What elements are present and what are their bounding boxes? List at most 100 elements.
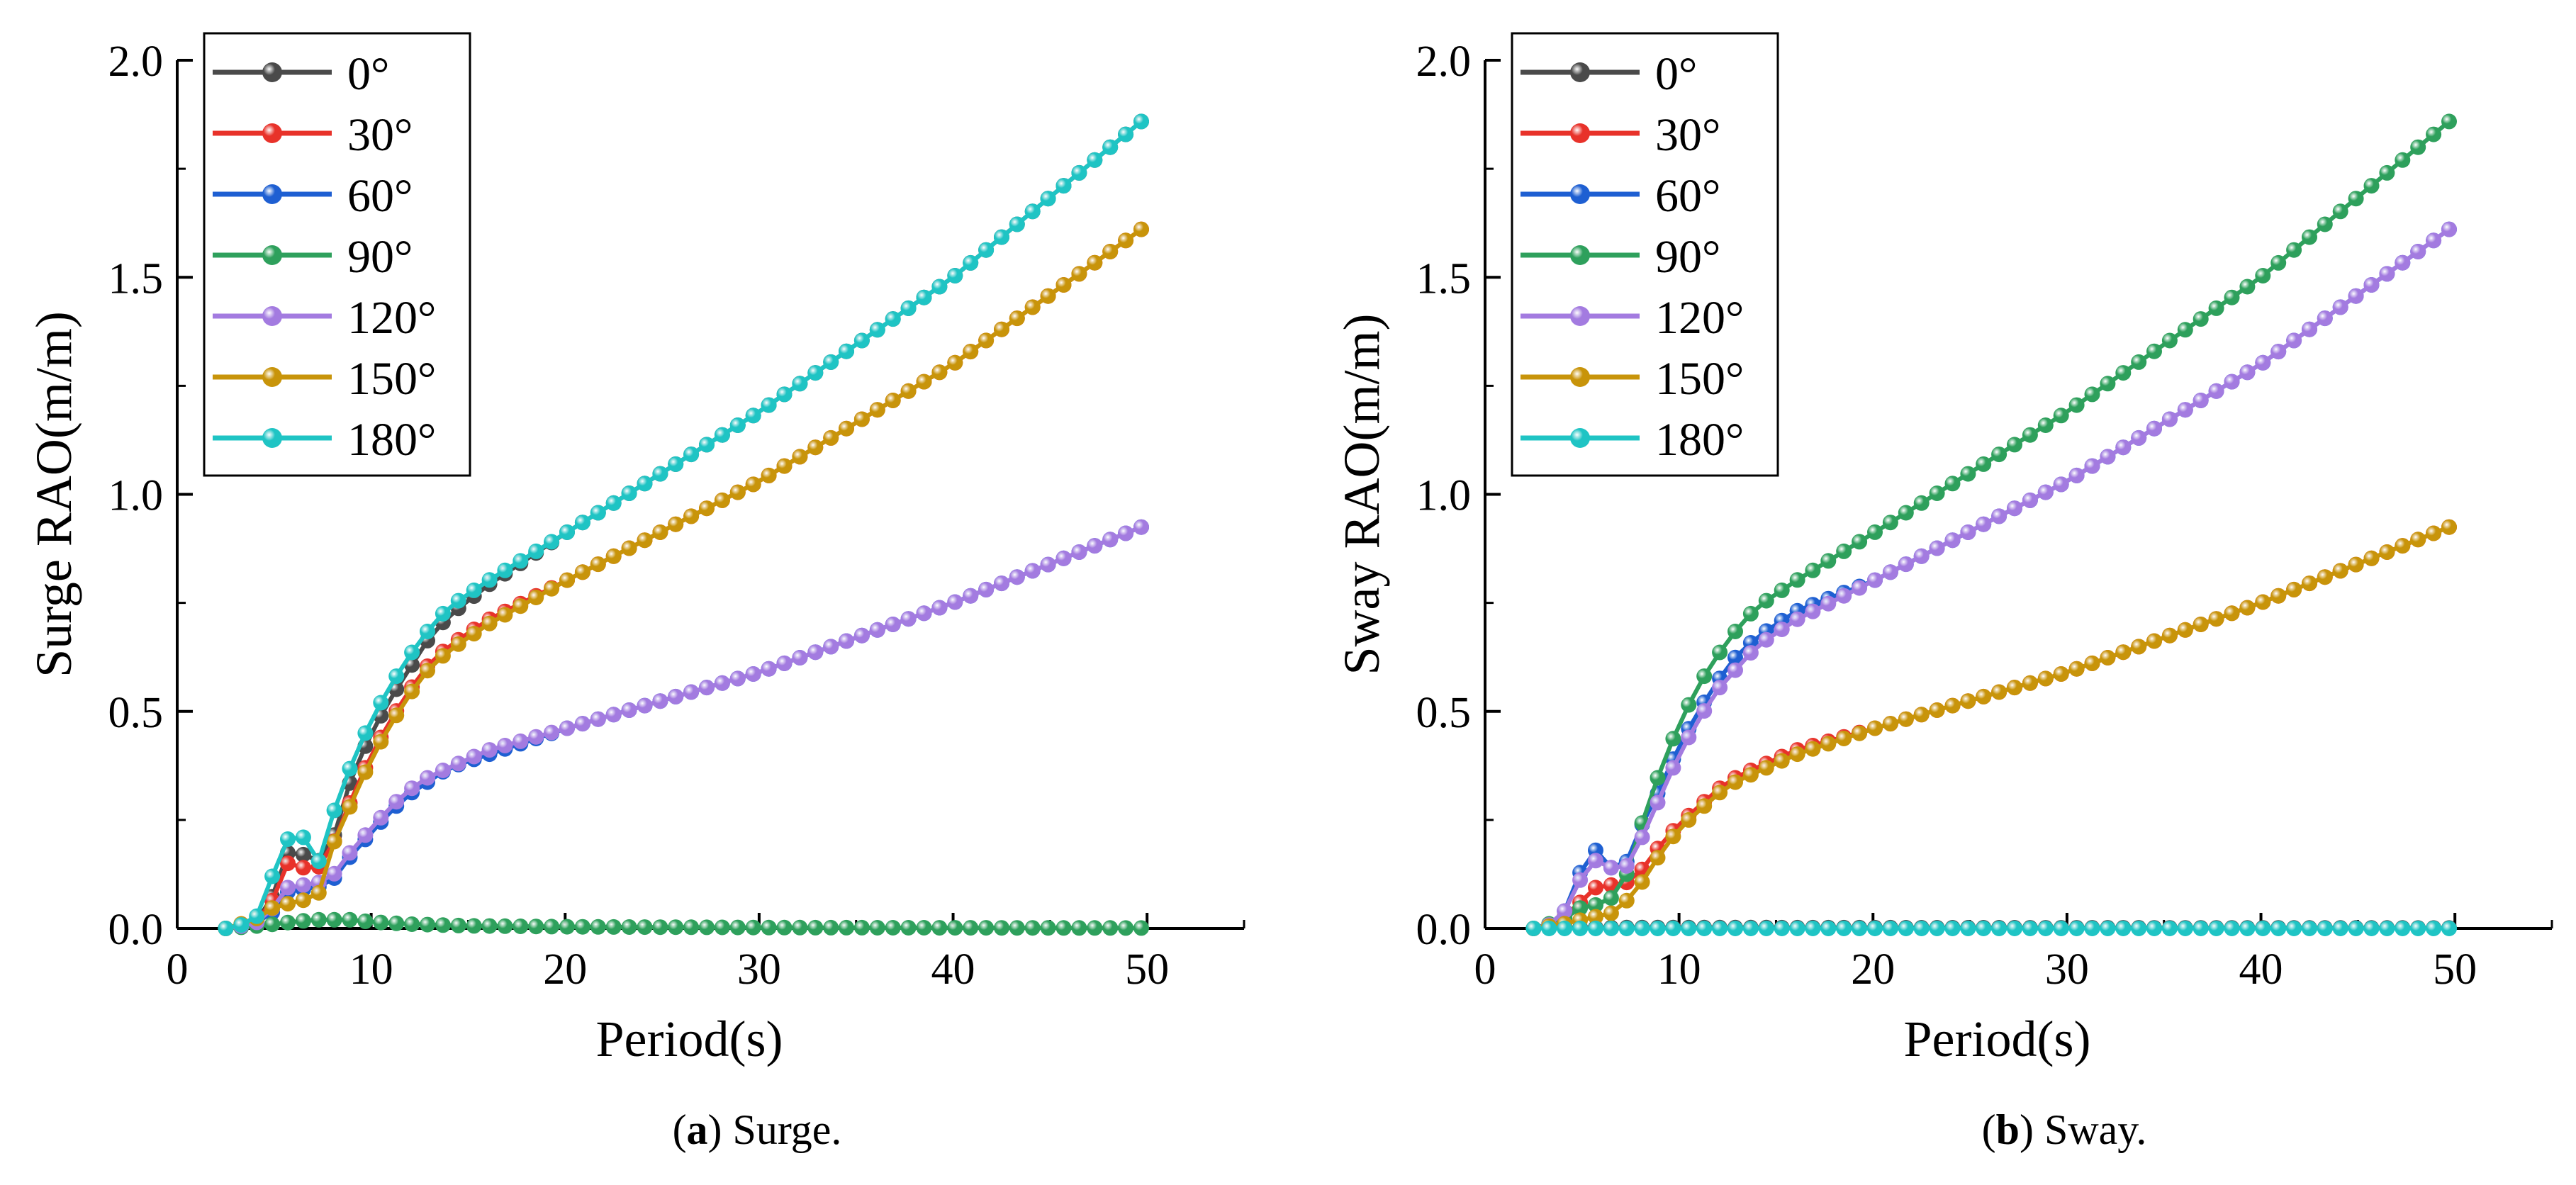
data-point — [280, 896, 296, 912]
data-point — [1789, 921, 1805, 936]
data-point — [1805, 562, 1821, 578]
data-point — [1805, 921, 1821, 936]
data-point — [2208, 383, 2224, 399]
data-point — [2053, 666, 2069, 682]
data-point — [2426, 921, 2442, 936]
data-point — [931, 364, 948, 381]
data-point — [1588, 897, 1603, 913]
data-point — [590, 711, 606, 727]
data-point — [2161, 332, 2178, 349]
data-point — [2239, 364, 2256, 381]
data-point — [310, 884, 327, 901]
data-point — [853, 919, 870, 936]
data-point — [1681, 697, 1697, 713]
data-point — [1820, 595, 1837, 612]
data-point — [683, 447, 700, 463]
data-point — [2410, 921, 2426, 936]
data-point — [2363, 178, 2380, 194]
data-point — [2302, 921, 2317, 936]
y-tick-label: 1.5 — [1416, 254, 1472, 303]
data-point — [776, 655, 793, 671]
legend-label: 120° — [1655, 292, 1744, 344]
data-point — [373, 695, 389, 711]
data-point — [1758, 760, 1774, 776]
data-point — [559, 524, 575, 540]
data-point — [745, 666, 761, 682]
legend-label: 60° — [347, 170, 413, 222]
data-point — [1712, 921, 1728, 936]
data-point — [1836, 588, 1852, 604]
data-point — [1618, 858, 1635, 874]
data-point — [1040, 288, 1056, 304]
data-point — [2441, 921, 2457, 936]
data-point — [1087, 152, 1103, 168]
data-point — [2224, 921, 2240, 936]
series-120deg — [1525, 221, 2457, 936]
data-point — [513, 919, 529, 934]
data-point — [2084, 921, 2100, 936]
data-point — [218, 921, 234, 936]
data-point — [2379, 921, 2395, 936]
data-point — [2441, 519, 2457, 535]
data-point — [420, 916, 435, 933]
data-point — [1009, 569, 1025, 585]
data-point — [2037, 417, 2054, 433]
data-point — [994, 920, 1009, 936]
data-point — [1929, 485, 1945, 501]
data-point — [1603, 890, 1619, 906]
x-tick-label: 10 — [349, 945, 393, 994]
data-point — [450, 917, 466, 933]
data-point — [280, 914, 296, 931]
data-point — [900, 383, 917, 399]
chart-surge: 0 10 20 30 40 50 0.0 0.5 1.0 1.5 2.0 Period(s) Surge… — [26, 32, 1245, 1067]
data-point — [1758, 631, 1774, 648]
data-point — [2441, 221, 2457, 237]
data-point — [2332, 563, 2348, 579]
data-point — [388, 915, 405, 931]
data-point — [2395, 152, 2411, 168]
data-point — [2100, 650, 2116, 665]
data-point — [2332, 921, 2348, 936]
data-point — [668, 688, 684, 704]
legend-marker — [1570, 367, 1590, 387]
data-point — [1836, 543, 1852, 559]
data-point — [2037, 484, 2054, 500]
data-point — [637, 476, 653, 492]
data-point — [1727, 662, 1743, 678]
data-point — [326, 865, 342, 882]
data-point — [1789, 572, 1805, 588]
data-point — [2084, 386, 2100, 403]
legend-label: 0° — [347, 48, 389, 100]
data-point — [947, 594, 963, 610]
data-point — [621, 485, 637, 501]
data-point — [1774, 753, 1790, 769]
data-point — [1634, 921, 1650, 936]
data-point — [1960, 921, 1976, 936]
data-point — [2255, 354, 2271, 371]
data-point — [513, 733, 529, 749]
data-point — [249, 908, 265, 924]
data-point — [2395, 254, 2411, 271]
data-point — [2068, 921, 2085, 936]
data-point — [342, 799, 358, 815]
data-point — [404, 683, 420, 700]
data-point — [1055, 277, 1072, 293]
data-point — [2441, 113, 2457, 130]
data-point — [2068, 467, 2085, 483]
data-point — [792, 376, 808, 392]
data-point — [481, 918, 498, 934]
legend-label: 30° — [347, 109, 413, 161]
data-point — [853, 627, 870, 644]
data-point — [1898, 505, 1914, 521]
data-point — [2193, 311, 2209, 327]
data-point — [978, 242, 995, 258]
data-point — [683, 684, 700, 700]
data-point — [342, 845, 358, 861]
x-tick-label: 10 — [1657, 945, 1701, 994]
data-point — [761, 661, 777, 677]
data-point — [2053, 408, 2069, 424]
data-point — [404, 644, 420, 661]
data-point — [1588, 853, 1603, 869]
data-point — [668, 919, 684, 936]
